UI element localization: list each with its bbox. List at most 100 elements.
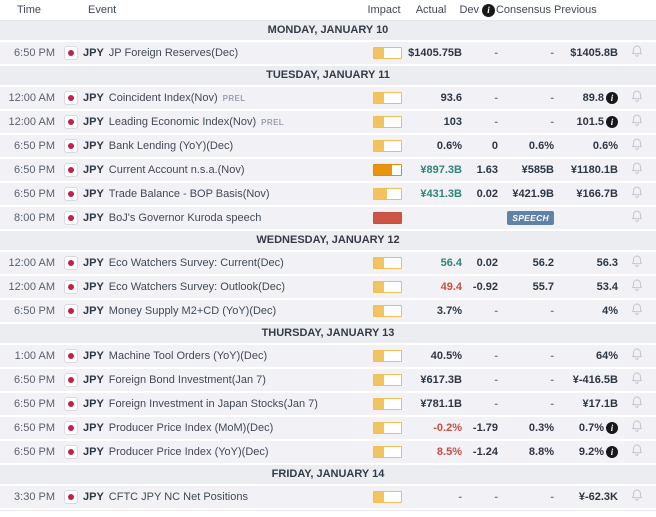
bell-icon[interactable] bbox=[630, 185, 644, 199]
event-row[interactable]: 12:00 AM JPY Leading Economic Index(Nov) PR… bbox=[0, 111, 656, 133]
japan-flag-icon bbox=[64, 163, 78, 177]
consensus-value: - bbox=[550, 47, 554, 59]
consensus-value: - bbox=[550, 374, 554, 386]
event-row[interactable]: 6:50 PM JPY Foreign Bond Investment(Jan 7)… bbox=[0, 369, 656, 391]
event-row[interactable]: 1:00 AM JPY Machine Tool Orders (YoY)(Dec)… bbox=[0, 345, 656, 367]
alert-cell bbox=[618, 185, 656, 204]
deviation-value: - bbox=[494, 350, 498, 362]
consensus-value: ¥421.9B bbox=[512, 188, 554, 200]
column-header-event: Event bbox=[88, 4, 117, 16]
currency-label: JPY bbox=[83, 47, 104, 59]
deviation-value: 0.02 bbox=[476, 188, 498, 200]
bell-icon[interactable] bbox=[630, 254, 644, 268]
event-row[interactable]: 3:30 PM JPY CFTC JPY NC Net Positions - - - ¥-… bbox=[0, 486, 656, 508]
alert-cell bbox=[618, 488, 656, 507]
currency-label: JPY bbox=[83, 398, 104, 410]
impact-bar-fill bbox=[374, 189, 387, 199]
event-name: Current Account n.s.a.(Nov) bbox=[108, 164, 245, 176]
bell-icon[interactable] bbox=[630, 419, 644, 433]
flag-dot bbox=[68, 143, 74, 149]
japan-flag-icon bbox=[64, 256, 78, 270]
event-row[interactable]: 6:50 PM JPY JP Foreign Reserves(Dec) $1405.… bbox=[0, 42, 656, 64]
info-icon[interactable]: i bbox=[606, 92, 618, 104]
impact-cell bbox=[368, 446, 406, 458]
actual-value: 93.6 bbox=[440, 92, 462, 104]
event-row[interactable]: 12:00 AM JPY Eco Watchers Survey: Outlook(… bbox=[0, 276, 656, 298]
event-row[interactable]: 6:50 PM JPY Producer Price Index (MoM)(Dec… bbox=[0, 417, 656, 439]
impact-bar-fill bbox=[374, 117, 384, 127]
event-row[interactable]: 6:50 PM JPY Money Supply M2+CD (YoY)(Dec) 3… bbox=[0, 300, 656, 322]
info-icon[interactable]: i bbox=[606, 422, 618, 434]
speech-badge: SPEECH bbox=[507, 211, 554, 225]
alert-cell bbox=[618, 161, 656, 180]
currency-label: JPY bbox=[83, 491, 104, 503]
impact-cell bbox=[368, 398, 406, 410]
bell-icon[interactable] bbox=[630, 278, 644, 292]
currency-label: JPY bbox=[83, 446, 104, 458]
impact-bar bbox=[373, 140, 402, 152]
currency-label: JPY bbox=[83, 212, 104, 224]
bell-icon[interactable] bbox=[630, 488, 644, 502]
bell-icon[interactable] bbox=[630, 347, 644, 361]
deviation-value: - bbox=[494, 374, 498, 386]
previous-text: 101.5 bbox=[576, 116, 604, 128]
deviation-value: - bbox=[494, 47, 498, 59]
previous-text: 64% bbox=[595, 350, 618, 362]
info-icon[interactable]: i bbox=[606, 446, 618, 458]
bell-icon[interactable] bbox=[630, 44, 644, 58]
impact-cell bbox=[368, 281, 406, 293]
event-cell: JPY Bank Lending (YoY)(Dec) bbox=[58, 139, 368, 153]
impact-cell bbox=[368, 47, 406, 59]
event-cell: JPY Eco Watchers Survey: Current(Dec) bbox=[58, 256, 368, 270]
consensus-value: 0.6% bbox=[528, 140, 554, 152]
column-header-previous: Previous bbox=[554, 4, 597, 16]
currency-label: JPY bbox=[83, 116, 104, 128]
event-cell: JPY JP Foreign Reserves(Dec) bbox=[58, 46, 368, 60]
consensus-value: - bbox=[550, 116, 554, 128]
previous-value: ¥17.1B bbox=[554, 398, 618, 410]
event-row[interactable]: 12:00 AM JPY Eco Watchers Survey: Current(… bbox=[0, 252, 656, 274]
bell-icon[interactable] bbox=[630, 161, 644, 175]
event-row[interactable]: 6:50 PM JPY Foreign Investment in Japan St… bbox=[0, 393, 656, 415]
impact-bar-fill bbox=[374, 447, 384, 457]
previous-value: 101.5 i bbox=[554, 116, 618, 128]
impact-bar bbox=[373, 422, 402, 434]
bell-icon[interactable] bbox=[630, 443, 644, 457]
event-row[interactable]: 6:50 PM JPY Bank Lending (YoY)(Dec) 0.6% 0 0.… bbox=[0, 135, 656, 157]
previous-value: ¥1180.1B bbox=[554, 164, 618, 176]
flag-dot bbox=[68, 95, 74, 101]
event-time: 6:50 PM bbox=[14, 140, 55, 152]
day-header: FRIDAY, JANUARY 14 bbox=[0, 465, 656, 484]
event-name: Money Supply M2+CD (YoY)(Dec) bbox=[108, 305, 277, 317]
event-row[interactable]: 6:50 PM JPY Current Account n.s.a.(Nov) ¥89… bbox=[0, 159, 656, 181]
impact-bar bbox=[373, 281, 402, 293]
impact-bar bbox=[373, 398, 402, 410]
bell-icon[interactable] bbox=[630, 137, 644, 151]
bell-icon[interactable] bbox=[630, 89, 644, 103]
bell-icon[interactable] bbox=[630, 371, 644, 385]
alert-cell bbox=[618, 278, 656, 297]
event-name: Trade Balance - BOP Basis(Nov) bbox=[108, 188, 270, 200]
bell-icon[interactable] bbox=[630, 113, 644, 127]
previous-value: $1405.8B bbox=[554, 47, 618, 59]
event-row[interactable]: 8:00 PM JPY BoJ's Governor Kuroda speech SP… bbox=[0, 207, 656, 229]
column-header-consensus: Consensus bbox=[495, 4, 551, 16]
info-icon[interactable]: i bbox=[606, 116, 618, 128]
flag-dot bbox=[68, 260, 74, 266]
japan-flag-icon bbox=[64, 211, 78, 225]
event-cell: JPY Foreign Bond Investment(Jan 7) bbox=[58, 373, 368, 387]
event-row[interactable]: 6:50 PM JPY Producer Price Index (YoY)(Dec… bbox=[0, 441, 656, 463]
consensus-value: 0.3% bbox=[528, 422, 554, 434]
impact-cell bbox=[368, 422, 406, 434]
bell-icon[interactable] bbox=[630, 395, 644, 409]
info-icon[interactable]: i bbox=[482, 3, 495, 17]
event-time: 6:50 PM bbox=[14, 188, 55, 200]
event-row[interactable]: 6:50 PM JPY Trade Balance - BOP Basis(Nov)… bbox=[0, 183, 656, 205]
event-name: Foreign Bond Investment(Jan 7) bbox=[108, 374, 266, 386]
event-time: 12:00 AM bbox=[8, 116, 55, 128]
alert-cell bbox=[618, 419, 656, 438]
bell-icon[interactable] bbox=[630, 302, 644, 316]
bell-icon[interactable] bbox=[630, 209, 644, 223]
impact-bar-fill bbox=[374, 492, 384, 502]
event-row[interactable]: 12:00 AM JPY Coincident Index(Nov) PREL 93.6… bbox=[0, 87, 656, 109]
